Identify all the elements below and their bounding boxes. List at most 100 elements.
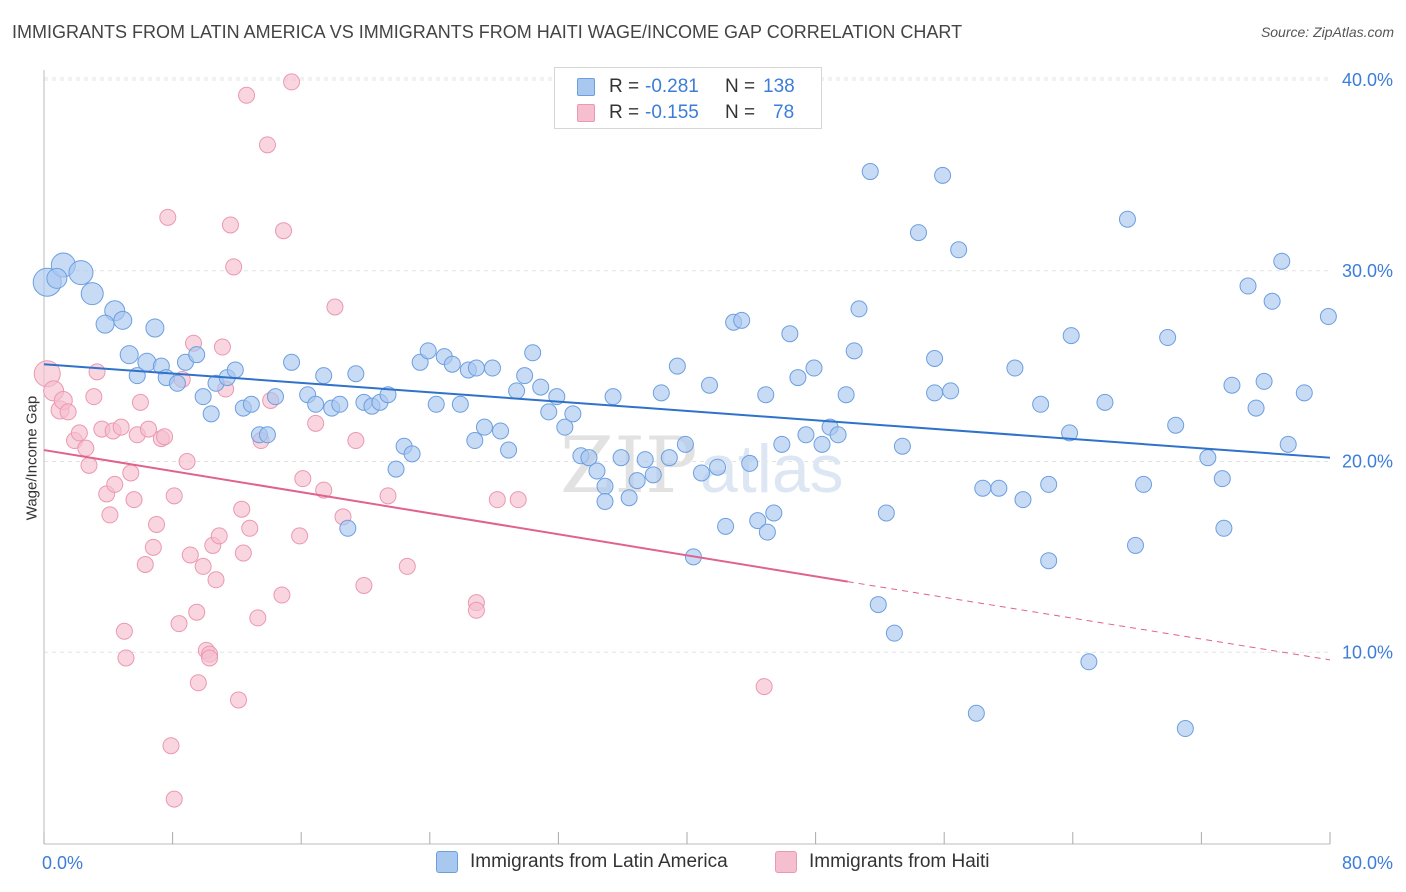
- latin-point: [765, 504, 783, 522]
- x-tick-label: 0.0%: [42, 853, 83, 873]
- haiti-point: [125, 491, 143, 509]
- haiti-point: [122, 464, 140, 482]
- latin-point: [749, 512, 767, 530]
- latin-point: [516, 367, 534, 385]
- latin-point: [466, 432, 484, 450]
- latin-point: [1126, 536, 1144, 554]
- haiti-point: [188, 603, 206, 621]
- latin-point: [950, 241, 968, 259]
- x-tick-label: 80.0%: [1342, 853, 1393, 873]
- haiti-point: [70, 424, 88, 442]
- latin-point: [283, 353, 301, 371]
- latin-point: [789, 369, 807, 387]
- latin-point: [967, 704, 985, 722]
- axes: [43, 70, 1331, 845]
- latin-point: [909, 224, 927, 242]
- latin-point: [258, 426, 276, 444]
- latin-legend-swatch: [436, 851, 458, 873]
- haiti-point: [347, 432, 365, 450]
- latin-point: [588, 462, 606, 480]
- latin-point: [307, 395, 325, 413]
- r-value: -0.155: [645, 102, 699, 123]
- haiti-point: [755, 678, 773, 696]
- latin-point: [1135, 475, 1153, 493]
- latin-point: [885, 624, 903, 642]
- haiti-point: [165, 790, 183, 808]
- haiti-point: [225, 258, 243, 276]
- latin-point: [644, 466, 662, 484]
- latin-point: [1159, 329, 1177, 347]
- latin-point: [331, 395, 349, 413]
- haiti-point: [238, 86, 256, 104]
- haiti-point: [488, 491, 506, 509]
- haiti-point: [249, 609, 267, 627]
- series-legend: Immigrants from Latin America Immigrants…: [0, 851, 1406, 877]
- trend-lines: [43, 363, 1331, 661]
- r-label: R =: [609, 76, 640, 97]
- y-tick-label: 40.0%: [1342, 70, 1393, 90]
- latin-point: [1061, 424, 1079, 442]
- latin-point: [1080, 653, 1098, 671]
- haiti-point: [131, 393, 149, 411]
- chart-title: IMMIGRANTS FROM LATIN AMERICA VS IMMIGRA…: [12, 22, 963, 42]
- latin-point: [926, 384, 944, 402]
- latin-point: [1096, 393, 1114, 411]
- latin-point: [1006, 359, 1024, 377]
- stats-legend: R = -0.281 N = 138 R = -0.155 N = 78: [554, 67, 822, 129]
- latin-point: [266, 388, 284, 406]
- haiti-point: [294, 470, 312, 488]
- legend-label-latin: Immigrants from Latin America: [470, 851, 728, 872]
- haiti-point: [144, 538, 162, 556]
- latin-point: [1118, 210, 1136, 228]
- n-label: N =: [725, 102, 756, 123]
- latin-point: [145, 318, 165, 338]
- latin-point: [942, 382, 960, 400]
- latin-point: [934, 166, 952, 184]
- latin-point: [242, 395, 260, 413]
- latin-point: [620, 489, 638, 507]
- latin-point: [1215, 519, 1233, 537]
- n-value: 138: [763, 76, 795, 97]
- latin-point: [1014, 491, 1032, 509]
- latin-point: [1167, 416, 1185, 434]
- trend-line-latin: [43, 363, 1331, 459]
- latin-point: [701, 376, 719, 394]
- haiti-point: [159, 208, 177, 226]
- latin-point: [80, 282, 104, 306]
- latin-point: [564, 405, 582, 423]
- haiti-point: [467, 601, 485, 619]
- haiti-point: [106, 475, 124, 493]
- latin-point: [805, 359, 823, 377]
- latin-point: [379, 386, 397, 404]
- latin-point: [500, 441, 518, 459]
- latin-point: [46, 267, 68, 289]
- latin-point: [837, 386, 855, 404]
- latin-point: [467, 359, 485, 377]
- latin-point: [1239, 277, 1257, 295]
- haiti-point: [165, 487, 183, 505]
- haiti-point: [355, 576, 373, 594]
- haiti-point: [101, 506, 119, 524]
- haiti-point: [115, 622, 133, 640]
- legend-item-latin[interactable]: Immigrants from Latin America: [436, 851, 728, 873]
- latin-point: [168, 374, 186, 392]
- stats-row-latin: R = -0.281 N = 138: [577, 75, 795, 99]
- r-value: -0.281: [645, 76, 699, 97]
- haiti-point: [156, 428, 174, 446]
- latin-point: [709, 458, 727, 476]
- latin-point: [829, 426, 847, 444]
- latin-point: [845, 342, 863, 360]
- haiti-point: [273, 586, 291, 604]
- haiti-point: [148, 515, 166, 533]
- n-value: 78: [773, 102, 795, 123]
- legend-item-haiti[interactable]: Immigrants from Haiti: [775, 851, 990, 873]
- latin-point: [660, 449, 678, 467]
- latin-point: [483, 359, 501, 377]
- latin-point: [717, 517, 735, 535]
- latin-point: [387, 460, 405, 478]
- latin-point: [692, 464, 710, 482]
- haiti-point: [207, 571, 225, 589]
- haiti-point: [241, 519, 259, 537]
- latin-point: [1247, 399, 1265, 417]
